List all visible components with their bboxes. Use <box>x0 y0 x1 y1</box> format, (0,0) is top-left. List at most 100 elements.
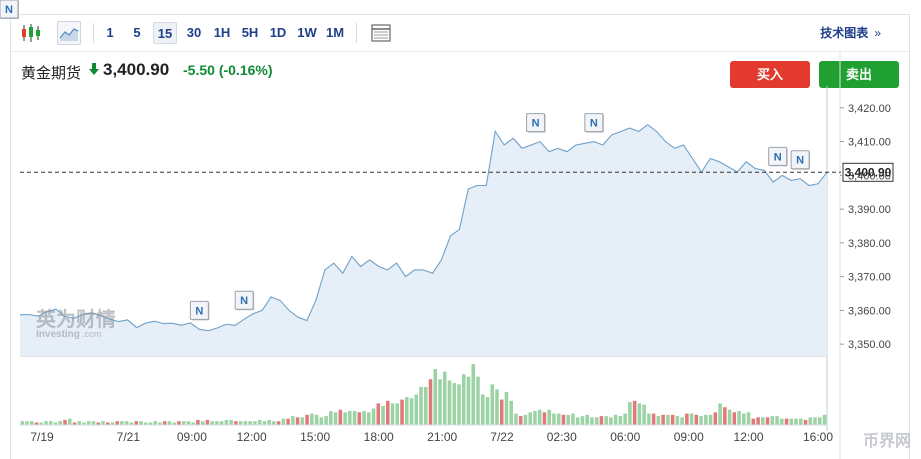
volume-bar <box>424 386 428 425</box>
interval-30[interactable]: 30 <box>186 25 202 40</box>
volume-bar <box>666 414 670 425</box>
change-value: -5.50 <box>183 62 215 78</box>
volume-bar <box>390 403 395 425</box>
volume-bar <box>86 421 91 425</box>
table-icon[interactable] <box>369 21 393 45</box>
news-marker-icon[interactable]: N <box>584 113 604 133</box>
x-tick-label: 02:30 <box>547 430 577 444</box>
news-marker-letter: N <box>796 155 804 167</box>
buy-button[interactable]: 买入 <box>730 61 810 88</box>
volume-bar <box>352 411 357 425</box>
volume-bar <box>29 421 34 425</box>
interval-1w[interactable]: 1W <box>297 25 317 40</box>
y-tick-label: 3,380.00 <box>848 238 891 250</box>
volume-bar <box>775 416 779 425</box>
news-marker-box <box>189 300 209 320</box>
volume-bar <box>39 422 44 425</box>
volume-bar <box>348 411 352 425</box>
volume-bar <box>105 422 110 425</box>
volume-bar <box>518 416 523 425</box>
volume-bar <box>343 412 347 425</box>
news-marker-icon[interactable]: N <box>768 146 788 167</box>
volume-bar <box>670 414 675 425</box>
volume-bar <box>262 421 267 425</box>
news-marker-letter: N <box>195 305 203 317</box>
volume-bar <box>580 416 585 425</box>
interval-1[interactable]: 1 <box>106 25 114 40</box>
x-tick-label: 06:00 <box>610 430 640 444</box>
interval-5h[interactable]: 5H <box>241 25 259 40</box>
interval-5[interactable]: 5 <box>133 25 141 40</box>
interval-1m[interactable]: 1M <box>325 25 345 40</box>
volume-bar <box>428 379 433 425</box>
volume-bar <box>822 414 827 425</box>
volume-bar <box>533 411 537 425</box>
volume-bar <box>504 391 509 425</box>
x-tick-label: 21:00 <box>427 430 457 444</box>
volume-bar <box>409 398 414 425</box>
y-tick-label: 3,370.00 <box>848 272 891 284</box>
volume-bar <box>101 421 105 425</box>
volume-bar <box>48 421 53 425</box>
interval-1h[interactable]: 1H <box>213 25 231 40</box>
current-price-label: 3,400.90 <box>845 165 892 179</box>
volume-bar <box>276 421 281 425</box>
chart-widget: 1 5 15 30 1H 5H 1D 1W 1M 技术图表 » 黄金期货 3,40… <box>10 14 910 459</box>
volume-bar <box>191 422 195 425</box>
area-chart-icon[interactable] <box>57 21 81 45</box>
volume-bar <box>120 421 124 425</box>
volume-bar <box>53 422 58 425</box>
news-marker-icon[interactable]: N <box>189 300 210 321</box>
candlestick-icon[interactable] <box>19 21 43 45</box>
volume-bar <box>466 376 471 425</box>
volume-bar <box>537 409 542 425</box>
volume-bar <box>20 421 25 425</box>
interval-15[interactable]: 15 <box>153 22 177 44</box>
volume-bar <box>561 414 566 425</box>
volume-bar <box>442 371 447 425</box>
y-tick-label: 3,390.00 <box>848 204 891 216</box>
volume-bar <box>371 408 376 425</box>
instrument-name: 黄金期货 <box>21 65 82 82</box>
x-tick-label: 12:00 <box>237 430 267 444</box>
volume-bar <box>732 412 737 425</box>
volume-bar <box>186 421 191 425</box>
volume-bar <box>281 418 286 425</box>
volume-bar <box>139 421 143 425</box>
volume-bar <box>585 414 589 425</box>
technical-chart-link[interactable]: 技术图表 » <box>820 24 881 41</box>
volume-bar <box>799 418 803 425</box>
investing-watermark-site: Investing <box>36 329 80 340</box>
volume-bar <box>761 417 765 425</box>
volume-bar <box>656 416 661 425</box>
news-marker-icon[interactable]: N <box>0 0 19 19</box>
volume-bar <box>253 421 257 425</box>
volume-bar <box>129 422 134 425</box>
volume-bar <box>96 422 100 425</box>
volume-bar <box>452 383 457 425</box>
news-marker-icon[interactable]: N <box>526 113 546 133</box>
volume-bar <box>642 404 646 425</box>
volume-bar <box>694 414 699 425</box>
volume-bar <box>604 416 608 425</box>
change-percent: (-0.16%) <box>218 62 273 78</box>
volume-bar <box>234 421 238 425</box>
investing-watermark: 英为财情 <box>36 307 116 331</box>
volume-bar <box>599 416 604 425</box>
volume-bar <box>63 419 67 425</box>
price-line <box>19 124 828 332</box>
news-marker-box <box>790 150 810 170</box>
volume-bar <box>181 421 186 425</box>
news-marker-icon[interactable]: N <box>234 290 255 311</box>
volume-bar <box>433 369 438 425</box>
news-marker-letter: N <box>532 118 540 130</box>
news-marker-icon[interactable]: N <box>790 150 811 170</box>
sell-button[interactable]: 卖出 <box>819 61 899 88</box>
volume-bar <box>243 421 248 425</box>
interval-1d[interactable]: 1D <box>269 25 287 40</box>
volume-bar <box>219 421 224 425</box>
volume-bar <box>44 421 48 425</box>
volume-bar <box>329 411 333 425</box>
news-marker-box <box>0 0 19 19</box>
